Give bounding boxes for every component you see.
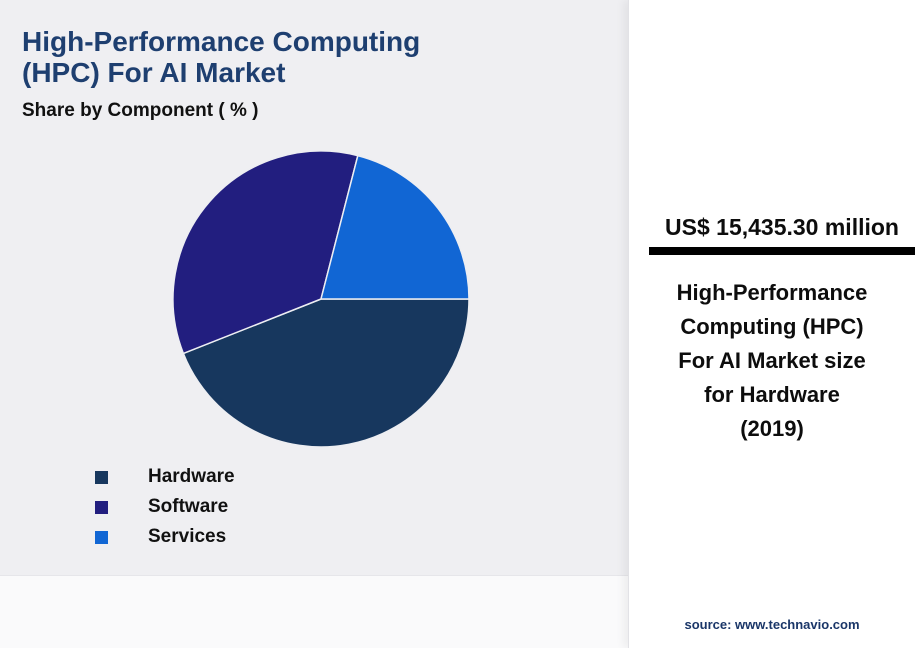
- market-description-line: Computing (HPC): [680, 314, 864, 339]
- page-title: High-Performance Computing (HPC) For AI …: [22, 26, 582, 88]
- legend-label-hardware: Hardware: [148, 466, 235, 487]
- pie-chart: [170, 148, 472, 450]
- market-description-line: For AI Market size: [678, 348, 866, 373]
- chart-legend: Hardware Software Services: [95, 462, 235, 552]
- legend-swatch-services: [95, 530, 108, 544]
- legend-item-hardware: Hardware: [95, 462, 235, 492]
- legend-label-software: Software: [148, 496, 229, 517]
- legend-swatch-hardware: [95, 470, 108, 484]
- source-text: source: www.technavio.com: [684, 617, 860, 632]
- legend-swatch-software: [95, 500, 108, 514]
- page-title-line2: (HPC) For AI Market: [22, 57, 286, 88]
- legend-item-software: Software: [95, 492, 235, 522]
- pie-slice-services: [320, 154, 470, 300]
- legend-item-services: Services: [95, 522, 235, 552]
- chart-subtitle: Share by Component ( % ): [22, 100, 259, 121]
- pie-slice-hardware: [182, 298, 470, 448]
- summary-panel: US$ 15,435.30 million High-Performance C…: [628, 0, 915, 648]
- pie-slice-software: [172, 150, 359, 355]
- page-title-line1: High-Performance Computing: [22, 26, 421, 57]
- divider-bar: [649, 247, 915, 255]
- chart-section: High-Performance Computing (HPC) For AI …: [0, 26, 628, 648]
- market-description-line: for Hardware: [704, 382, 840, 407]
- legend-label-services: Services: [148, 526, 227, 547]
- market-description-line: (2019): [740, 416, 804, 441]
- pie-chart-svg: [172, 150, 470, 448]
- market-description: High-Performance Computing (HPC) For AI …: [629, 276, 915, 446]
- market-value: US$ 15,435.30 million: [665, 214, 899, 240]
- market-description-line: High-Performance: [676, 280, 868, 305]
- footer-strip: [0, 575, 628, 648]
